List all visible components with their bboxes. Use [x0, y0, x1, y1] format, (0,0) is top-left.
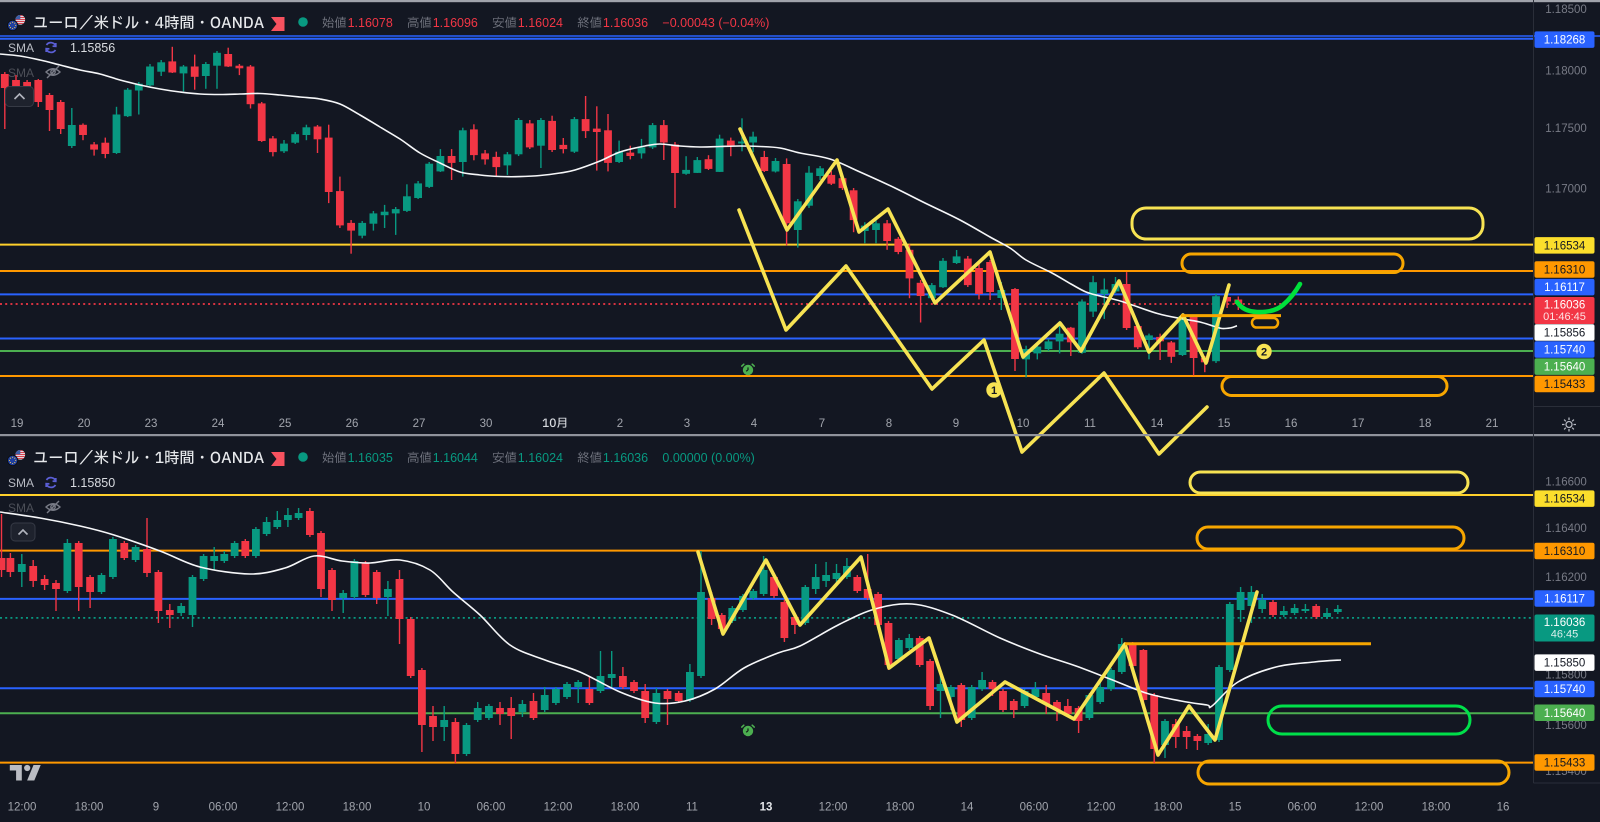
svg-text:SMA: SMA	[8, 66, 34, 80]
svg-text:SMA: SMA	[8, 476, 34, 490]
svg-text:06:00: 06:00	[477, 802, 506, 814]
svg-text:12:00: 12:00	[1087, 802, 1116, 814]
svg-text:10: 10	[1017, 418, 1030, 430]
svg-text:−0.00043 (−0.04%): −0.00043 (−0.04%)	[662, 16, 769, 30]
svg-text:1.16024: 1.16024	[518, 451, 563, 465]
svg-text:1.16310: 1.16310	[1544, 546, 1586, 558]
svg-text:12:00: 12:00	[819, 802, 848, 814]
svg-text:1.16600: 1.16600	[1545, 477, 1587, 489]
svg-text:1.15850: 1.15850	[1544, 658, 1586, 670]
svg-text:1.16096: 1.16096	[433, 16, 478, 30]
svg-text:SMA: SMA	[8, 501, 34, 515]
svg-text:1.16400: 1.16400	[1545, 523, 1587, 535]
svg-text:1: 1	[991, 385, 997, 397]
svg-text:12:00: 12:00	[1355, 802, 1384, 814]
svg-text:10: 10	[418, 802, 431, 814]
svg-text:18:00: 18:00	[343, 802, 372, 814]
svg-text:18:00: 18:00	[75, 802, 104, 814]
svg-text:9: 9	[953, 418, 959, 430]
svg-text:26: 26	[346, 418, 359, 430]
svg-text:2: 2	[617, 418, 623, 430]
svg-text:1.18500: 1.18500	[1545, 4, 1587, 16]
svg-text:1.16534: 1.16534	[1544, 240, 1586, 252]
svg-text:1.16044: 1.16044	[433, 451, 478, 465]
svg-text:24: 24	[212, 418, 225, 430]
svg-text:15: 15	[1218, 418, 1231, 430]
svg-text:27: 27	[413, 418, 426, 430]
svg-text:7: 7	[819, 418, 825, 430]
svg-text:1.15800: 1.15800	[1545, 670, 1587, 682]
svg-text:1.16117: 1.16117	[1544, 594, 1585, 606]
svg-text:4: 4	[751, 418, 758, 430]
svg-text:06:00: 06:00	[1288, 802, 1317, 814]
svg-text:21: 21	[1486, 418, 1499, 430]
svg-text:1.16117: 1.16117	[1544, 282, 1585, 294]
svg-text:20: 20	[78, 418, 91, 430]
svg-text:1.15640: 1.15640	[1544, 362, 1586, 374]
svg-text:1.16534: 1.16534	[1544, 494, 1586, 506]
svg-text:1.15433: 1.15433	[1544, 379, 1586, 391]
svg-text:14: 14	[961, 802, 974, 814]
svg-text:12:00: 12:00	[8, 802, 37, 814]
svg-text:1.15600: 1.15600	[1545, 720, 1587, 732]
svg-text:1.16200: 1.16200	[1545, 572, 1587, 584]
svg-text:23: 23	[145, 418, 158, 430]
svg-text:1.17500: 1.17500	[1545, 123, 1587, 135]
svg-text:18:00: 18:00	[1422, 802, 1451, 814]
svg-text:01:46:45: 01:46:45	[1543, 311, 1586, 323]
svg-text:1.16036: 1.16036	[603, 16, 648, 30]
svg-text:1.15850: 1.15850	[70, 476, 115, 490]
svg-text:1.16036: 1.16036	[1544, 300, 1586, 312]
svg-text:1.18268: 1.18268	[1544, 35, 1586, 47]
svg-text:14: 14	[1151, 418, 1164, 430]
svg-text:9: 9	[153, 802, 159, 814]
svg-text:1.15740: 1.15740	[1544, 684, 1586, 696]
svg-text:1.16035: 1.16035	[348, 451, 393, 465]
svg-text:18:00: 18:00	[611, 802, 640, 814]
svg-text:2: 2	[1261, 347, 1267, 359]
svg-text:1.16310: 1.16310	[1544, 265, 1586, 277]
svg-text:1.16036: 1.16036	[1544, 617, 1586, 629]
svg-text:3: 3	[684, 418, 690, 430]
svg-text:1.17000: 1.17000	[1545, 184, 1587, 196]
svg-text:16: 16	[1497, 802, 1510, 814]
svg-text:SMA: SMA	[8, 41, 34, 55]
svg-text:12:00: 12:00	[544, 802, 573, 814]
svg-text:1.16078: 1.16078	[348, 16, 393, 30]
svg-text:1.15640: 1.15640	[1544, 708, 1586, 720]
svg-text:1.15856: 1.15856	[70, 41, 115, 55]
svg-text:18: 18	[1419, 418, 1432, 430]
svg-text:1.16036: 1.16036	[603, 451, 648, 465]
svg-text:06:00: 06:00	[1020, 802, 1049, 814]
svg-text:0.00000 (0.00%): 0.00000 (0.00%)	[662, 451, 754, 465]
svg-text:8: 8	[886, 418, 892, 430]
svg-text:18:00: 18:00	[886, 802, 915, 814]
svg-text:1.15856: 1.15856	[1544, 328, 1586, 340]
svg-text:18:00: 18:00	[1154, 802, 1183, 814]
svg-text:11: 11	[686, 802, 698, 814]
svg-text:12:00: 12:00	[276, 802, 305, 814]
svg-text:16: 16	[1285, 418, 1298, 430]
svg-text:1.18000: 1.18000	[1545, 65, 1587, 77]
svg-text:1.15433: 1.15433	[1544, 758, 1586, 770]
svg-text:1.16024: 1.16024	[518, 16, 563, 30]
svg-text:06:00: 06:00	[209, 802, 238, 814]
svg-text:19: 19	[11, 418, 24, 430]
svg-text:46:45: 46:45	[1551, 629, 1579, 641]
svg-text:15: 15	[1229, 802, 1242, 814]
svg-text:17: 17	[1352, 418, 1365, 430]
svg-text:25: 25	[279, 418, 292, 430]
svg-text:1.15740: 1.15740	[1544, 345, 1586, 357]
svg-text:13: 13	[760, 802, 773, 814]
svg-text:30: 30	[480, 418, 493, 430]
svg-text:11: 11	[1084, 418, 1096, 430]
